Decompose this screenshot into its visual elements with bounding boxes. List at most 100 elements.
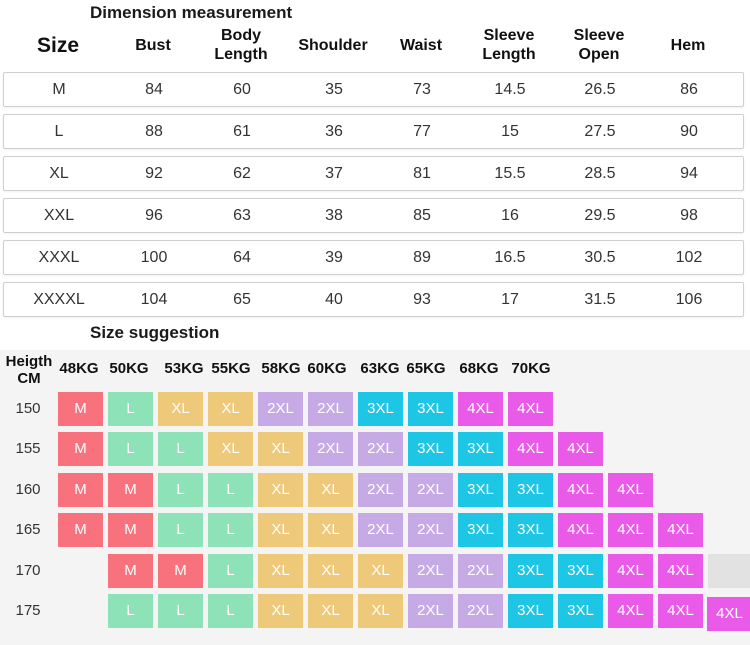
size-box: M: [58, 473, 103, 507]
table-cell: 26.5: [584, 81, 616, 98]
header-cell: Body Length: [214, 27, 268, 63]
size-box: L: [108, 432, 153, 466]
size-box: 2XL: [358, 432, 403, 466]
height-label: 165: [15, 521, 41, 538]
size-box: L: [158, 594, 203, 628]
table-cell: 90: [680, 123, 698, 140]
header-cell: Size: [36, 33, 80, 57]
height-label: 175: [15, 602, 41, 619]
size-box: XL: [258, 554, 303, 588]
table-row: XXL 96 63 38 85 16 29.5 98: [3, 198, 744, 233]
size-box: M: [58, 432, 103, 466]
table-cell: 104: [140, 291, 168, 308]
size-box: 2XL: [358, 513, 403, 547]
table-cell: 102: [675, 249, 703, 266]
table-cell: L: [54, 123, 64, 140]
size-box: 3XL: [458, 432, 503, 466]
weight-label: 55KG: [211, 360, 251, 377]
size-box: 4XL: [458, 392, 503, 426]
size-box: L: [208, 554, 253, 588]
weight-label: 60KG: [307, 360, 347, 377]
table-cell: 61: [233, 123, 251, 140]
empty-cell: [708, 554, 750, 588]
size-box: 4XL: [508, 392, 553, 426]
table-cell: 93: [413, 291, 431, 308]
table-cell: 35: [325, 81, 343, 98]
table-cell: 28.5: [584, 165, 616, 182]
table-cell: 86: [680, 81, 698, 98]
weight-label: 63KG: [360, 360, 400, 377]
size-box: 4XL: [658, 554, 703, 588]
table-cell: 29.5: [584, 207, 616, 224]
weight-label: 70KG: [511, 360, 551, 377]
size-box: 3XL: [508, 594, 553, 628]
size-box: 4XL: [608, 594, 653, 628]
weight-label: 68KG: [459, 360, 499, 377]
size-box: XL: [358, 594, 403, 628]
size-box: L: [208, 473, 253, 507]
size-box: M: [58, 513, 103, 547]
table-cell: 38: [325, 207, 343, 224]
size-box: 2XL: [458, 594, 503, 628]
table-cell: 36: [325, 123, 343, 140]
table-cell: 40: [325, 291, 343, 308]
size-box: XL: [358, 554, 403, 588]
header-cell: Waist: [399, 36, 443, 54]
header-cell: Hem: [670, 36, 706, 54]
table-cell: 84: [145, 81, 163, 98]
size-box: XL: [258, 432, 303, 466]
size-box: XL: [308, 594, 353, 628]
size-box: 3XL: [458, 513, 503, 547]
dimension-header-row: Size Bust Body Length Shoulder Waist Sleeve Len…: [3, 25, 744, 65]
size-box: M: [158, 554, 203, 588]
height-label: 155: [15, 440, 41, 457]
size-box: L: [108, 392, 153, 426]
size-box: 4XL: [658, 594, 703, 628]
table-cell: 31.5: [584, 291, 616, 308]
table-cell: 98: [680, 207, 698, 224]
height-label: 170: [15, 562, 41, 579]
dimension-table: Size Bust Body Length Shoulder Waist Sleeve Len…: [3, 25, 744, 317]
size-box: 2XL: [408, 594, 453, 628]
table-cell: 77: [413, 123, 431, 140]
size-box: 2XL: [308, 392, 353, 426]
size-box: M: [58, 392, 103, 426]
table-cell: XXL: [43, 207, 75, 224]
size-box: 2XL: [358, 473, 403, 507]
table-cell: XXXXL: [33, 291, 85, 308]
height-label: 150: [15, 400, 41, 417]
table-row: XXXL 100 64 39 89 16.5 30.5 102: [3, 240, 744, 275]
table-cell: 60: [233, 81, 251, 98]
size-box: M: [108, 513, 153, 547]
table-cell: M: [52, 81, 66, 98]
size-box: 2XL: [308, 432, 353, 466]
table-cell: 14.5: [494, 81, 526, 98]
table-cell: 30.5: [584, 249, 616, 266]
size-box: XL: [258, 473, 303, 507]
size-box: L: [158, 432, 203, 466]
suggestion-title: Size suggestion: [90, 323, 220, 342]
table-cell: 100: [140, 249, 168, 266]
size-box: 4XL: [508, 432, 553, 466]
size-box: 4XL: [558, 432, 603, 466]
size-box: 2XL: [408, 513, 453, 547]
weight-label: 53KG: [164, 360, 204, 377]
size-box: 4XL: [558, 513, 603, 547]
size-box: 3XL: [508, 554, 553, 588]
size-box: M: [108, 473, 153, 507]
table-cell: 15: [501, 123, 519, 140]
weight-label: 48KG: [59, 360, 99, 377]
height-label: 160: [15, 481, 41, 498]
size-box: 3XL: [508, 473, 553, 507]
table-cell: 81: [413, 165, 431, 182]
table-cell: XXXL: [38, 249, 80, 266]
table-cell: 39: [325, 249, 343, 266]
table-cell: 16.5: [494, 249, 526, 266]
weight-label: 58KG: [261, 360, 301, 377]
size-box: L: [108, 594, 153, 628]
size-box: XL: [258, 513, 303, 547]
size-box: 3XL: [558, 594, 603, 628]
size-box: L: [208, 594, 253, 628]
size-box: L: [158, 473, 203, 507]
size-box: XL: [208, 432, 253, 466]
